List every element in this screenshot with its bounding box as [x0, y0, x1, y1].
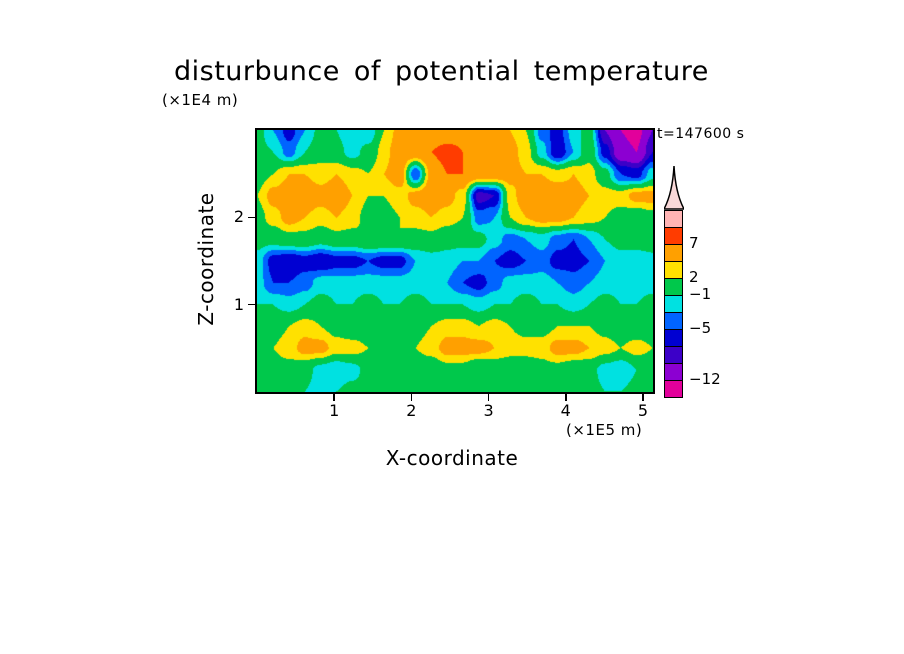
colorbar-segment	[665, 245, 682, 262]
x-tick-label: 4	[560, 401, 571, 420]
page-title: disturbunce of potential temperature	[174, 56, 709, 87]
colorbar-tick-label: −5	[689, 319, 712, 337]
x-tick-label: 3	[483, 401, 494, 420]
colorbar-segment	[665, 262, 682, 279]
y-axis-title: Z-coordinate	[194, 192, 218, 326]
x-tick-label: 2	[406, 401, 417, 420]
x-tick-label: 5	[637, 401, 649, 420]
colorbar-tick-label: 2	[689, 268, 699, 286]
colorbar-segment	[665, 279, 682, 296]
colorbar-tick-label: 7	[689, 234, 699, 252]
contour-heatmap	[257, 130, 653, 392]
plot-area	[255, 128, 655, 394]
x-tick-mark	[642, 394, 644, 401]
x-axis-unit-label: (×1E5 m)	[566, 421, 643, 439]
colorbar-segment	[665, 228, 682, 245]
colorbar-segment	[665, 330, 682, 347]
y-tick-mark	[248, 303, 255, 306]
y-axis-unit-label: (×1E4 m)	[162, 91, 239, 109]
y-tick-label: 1	[233, 294, 244, 314]
colorbar-arrow-icon	[664, 165, 684, 210]
x-tick-mark	[487, 394, 490, 401]
colorbar-segment	[665, 296, 682, 313]
colorbar-tick-label: −12	[689, 370, 721, 388]
time-label: t=147600 s	[657, 126, 745, 142]
x-tick-mark	[333, 394, 335, 401]
colorbar-segment	[665, 313, 682, 330]
colorbar-tick-label: −1	[689, 285, 712, 303]
colorbar-segment	[665, 211, 682, 228]
y-tick-mark	[248, 216, 255, 219]
x-tick-mark	[565, 394, 567, 401]
colorbar	[664, 210, 683, 398]
colorbar-segment	[665, 364, 682, 381]
colorbar-segment	[665, 381, 682, 397]
y-tick-label: 2	[233, 207, 244, 227]
x-tick-mark	[410, 394, 413, 401]
x-tick-label: 1	[329, 401, 340, 420]
colorbar-segment	[665, 347, 682, 364]
x-axis-title: X-coordinate	[385, 446, 519, 470]
